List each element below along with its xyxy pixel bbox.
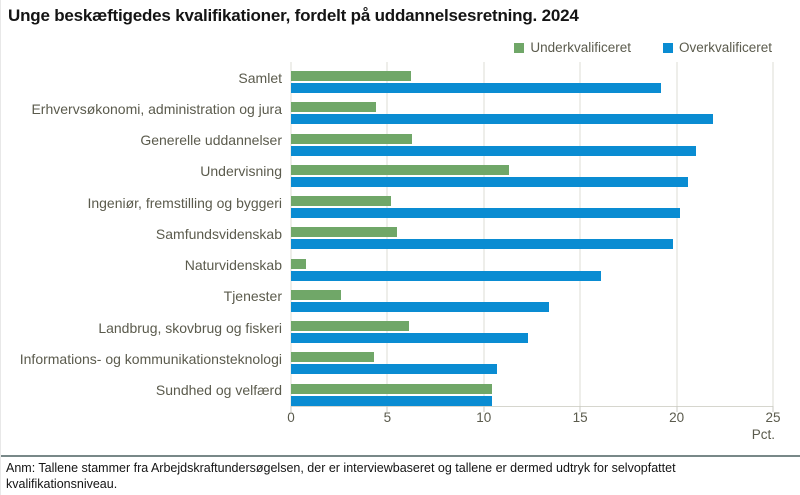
category-label: Tjenester bbox=[223, 288, 282, 305]
bar-overkvalificeret bbox=[291, 176, 689, 187]
axis-tick-label: 0 bbox=[287, 410, 295, 425]
axis-tickmark bbox=[579, 406, 581, 412]
bar-overkvalificeret bbox=[291, 83, 662, 93]
bar-group bbox=[291, 156, 773, 187]
bar-underkvalificeret bbox=[291, 227, 398, 238]
bar-underkvalificeret bbox=[291, 258, 307, 269]
bar-underkvalificeret bbox=[291, 289, 342, 300]
axis-tickmark bbox=[290, 406, 292, 412]
bar-overkvalificeret bbox=[291, 114, 714, 125]
footnote-text: Anm: Tallene stammer fra Arbejdskraftund… bbox=[6, 461, 676, 491]
bar-group bbox=[291, 218, 773, 250]
bar-overkvalificeret bbox=[291, 239, 673, 250]
bar-overkvalificeret bbox=[291, 208, 681, 219]
bar-underkvalificeret bbox=[291, 383, 492, 394]
gridline bbox=[579, 62, 581, 406]
bar-group bbox=[291, 281, 773, 312]
bar-overkvalificeret bbox=[291, 333, 529, 344]
bar-underkvalificeret bbox=[291, 102, 376, 113]
chart-rows: Samlet Erhvervsøkonomi, administration og… bbox=[1, 62, 773, 406]
bar-group bbox=[291, 93, 773, 125]
chart-row: Samlet bbox=[1, 62, 773, 93]
bar-overkvalificeret bbox=[291, 364, 498, 375]
bar-overkvalificeret bbox=[291, 145, 696, 156]
gridline bbox=[483, 62, 485, 406]
category-label: Sundhed og velfærd bbox=[155, 382, 282, 399]
axis-unit-label: Pct. bbox=[751, 427, 775, 442]
category-label: Undervisning bbox=[200, 163, 282, 180]
legend-swatch-icon bbox=[514, 42, 525, 53]
chart-row: Undervisning bbox=[1, 156, 773, 187]
gridline bbox=[676, 62, 678, 406]
chart-row: Tjenester bbox=[1, 281, 773, 312]
category-label: Generelle uddannelser bbox=[140, 132, 282, 149]
bar-underkvalificeret bbox=[291, 196, 392, 207]
axis-tick-label: 15 bbox=[572, 410, 588, 425]
category-label: Informations- og kommunikationsteknologi bbox=[19, 351, 282, 368]
category-label: Naturvidenskab bbox=[184, 257, 282, 274]
bar-underkvalificeret bbox=[291, 71, 411, 81]
legend-item: Underkvalificeret bbox=[514, 40, 631, 55]
legend-item: Overkvalificeret bbox=[662, 40, 772, 55]
chart-row: Informations- og kommunikationsteknologi bbox=[1, 343, 773, 375]
chart-row: Samfundsvidenskab bbox=[1, 218, 773, 250]
axis-tick-label: 25 bbox=[765, 410, 781, 425]
chart-row: Sundhed og velfærd bbox=[1, 375, 773, 406]
bar-overkvalificeret bbox=[291, 270, 602, 281]
legend-label: Overkvalificeret bbox=[678, 40, 772, 55]
bar-group bbox=[291, 375, 773, 406]
legend-swatch-icon bbox=[662, 42, 673, 53]
bar-group bbox=[291, 62, 773, 93]
bar-group bbox=[291, 125, 773, 156]
footer-divider-line bbox=[1, 455, 800, 457]
axis-tickmark bbox=[386, 406, 388, 412]
chart-legend: Underkvalificeret Overkvalificeret bbox=[514, 40, 772, 55]
axis-tick-label: 10 bbox=[476, 410, 492, 425]
category-label: Landbrug, skovbrug og fiskeri bbox=[98, 319, 282, 336]
chart-row: Generelle uddannelser bbox=[1, 125, 773, 156]
bar-group bbox=[291, 250, 773, 281]
chart-row: Naturvidenskab bbox=[1, 250, 773, 281]
chart-row: Landbrug, skovbrug og fiskeri bbox=[1, 312, 773, 344]
category-label: Erhvervsøkonomi, administration og jura bbox=[31, 100, 282, 117]
axis-tickmark bbox=[772, 406, 774, 412]
bar-overkvalificeret bbox=[291, 395, 492, 406]
axis-tick-label: 20 bbox=[669, 410, 685, 425]
axis-tickmark bbox=[676, 406, 678, 412]
axis-tickmark bbox=[483, 406, 485, 412]
gridline bbox=[772, 62, 774, 406]
chart-row: Ingeniør, fremstilling og byggeri bbox=[1, 187, 773, 219]
axis-tick-label: 5 bbox=[383, 410, 392, 425]
legend-label: Underkvalificeret bbox=[530, 40, 631, 55]
chart-row: Erhvervsøkonomi, administration og jura bbox=[1, 93, 773, 125]
category-label: Samlet bbox=[238, 69, 282, 86]
bar-underkvalificeret bbox=[291, 164, 509, 175]
chart-title: Unge beskæftigedes kvalifikationer, ford… bbox=[8, 6, 579, 25]
x-axis: Pct. 0 5 10 15 20 25 bbox=[287, 410, 780, 450]
bar-overkvalificeret bbox=[291, 301, 550, 312]
category-label: Ingeniør, fremstilling og byggeri bbox=[87, 194, 282, 211]
bar-underkvalificeret bbox=[291, 352, 374, 363]
bar-group bbox=[291, 187, 773, 219]
category-label: Samfundsvidenskab bbox=[155, 225, 282, 242]
bar-group bbox=[291, 312, 773, 344]
bar-group bbox=[291, 343, 773, 375]
bar-underkvalificeret bbox=[291, 321, 409, 332]
bar-underkvalificeret bbox=[291, 133, 413, 144]
